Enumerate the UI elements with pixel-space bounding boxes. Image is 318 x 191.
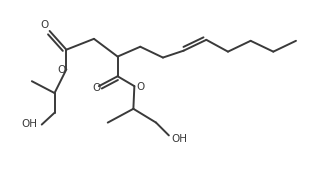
Text: O: O: [136, 82, 144, 92]
Text: O: O: [41, 20, 49, 30]
Text: O: O: [93, 83, 101, 93]
Text: OH: OH: [172, 134, 188, 144]
Text: OH: OH: [21, 119, 37, 129]
Text: O: O: [57, 65, 66, 75]
